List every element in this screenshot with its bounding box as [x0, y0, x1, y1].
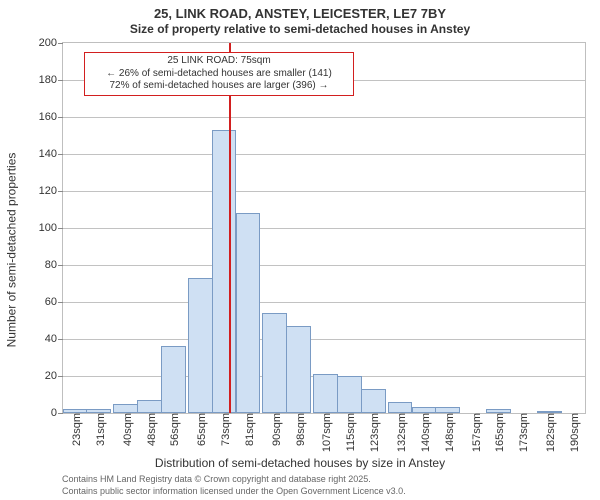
credits-block: Contains HM Land Registry data © Crown c… [62, 474, 406, 497]
ytick-label: 20 [45, 370, 63, 382]
y-axis-label: Number of semi-detached properties [5, 153, 19, 348]
xtick-label: 190sqm [569, 413, 581, 452]
histogram-bar [137, 400, 162, 413]
xtick-label: 182sqm [545, 413, 557, 452]
xtick-label: 56sqm [169, 413, 181, 446]
ytick-label: 160 [39, 111, 63, 123]
xtick-label: 65sqm [196, 413, 208, 446]
histogram-bar [188, 278, 213, 413]
gridline-h [63, 265, 585, 266]
xtick-label: 90sqm [271, 413, 283, 446]
gridline-h [63, 228, 585, 229]
chart-subtitle: Size of property relative to semi-detach… [0, 22, 600, 36]
callout-line: ← 26% of semi-detached houses are smalle… [89, 68, 349, 81]
gridline-h [63, 302, 585, 303]
ytick-label: 140 [39, 148, 63, 160]
credits-line-2: Contains public sector information licen… [62, 486, 406, 496]
histogram-bar [161, 346, 186, 413]
xtick-label: 173sqm [518, 413, 530, 452]
marker-line [229, 43, 231, 413]
xtick-label: 148sqm [444, 413, 456, 452]
histogram-bar [113, 404, 138, 413]
credits-line-1: Contains HM Land Registry data © Crown c… [62, 474, 371, 484]
x-axis-label: Distribution of semi-detached houses by … [0, 456, 600, 470]
xtick-label: 73sqm [220, 413, 232, 446]
xtick-label: 81sqm [244, 413, 256, 446]
chart-wrapper: 25, LINK ROAD, ANSTEY, LEICESTER, LE7 7B… [0, 0, 600, 500]
histogram-bar [262, 313, 287, 413]
callout-line: 25 LINK ROAD: 75sqm [89, 55, 349, 68]
chart-title: 25, LINK ROAD, ANSTEY, LEICESTER, LE7 7B… [0, 6, 600, 21]
histogram-bar [388, 402, 413, 413]
xtick-label: 115sqm [345, 413, 357, 451]
xtick-label: 123sqm [369, 413, 381, 452]
gridline-h [63, 154, 585, 155]
ytick-label: 200 [39, 37, 63, 49]
histogram-bar [286, 326, 311, 413]
xtick-label: 23sqm [71, 413, 83, 446]
ytick-label: 60 [45, 296, 63, 308]
ytick-label: 100 [39, 222, 63, 234]
histogram-bar [337, 376, 362, 413]
ytick-label: 80 [45, 259, 63, 271]
plot-area: 02040608010012014016018020023sqm31sqm40s… [62, 42, 586, 414]
histogram-bar [313, 374, 338, 413]
ytick-label: 0 [51, 407, 63, 419]
callout-line: 72% of semi-detached houses are larger (… [89, 80, 349, 93]
gridline-h [63, 117, 585, 118]
xtick-label: 48sqm [146, 413, 158, 446]
xtick-label: 31sqm [95, 413, 107, 446]
xtick-label: 107sqm [321, 413, 333, 452]
histogram-bar [212, 130, 237, 413]
gridline-h [63, 191, 585, 192]
xtick-label: 157sqm [471, 413, 483, 452]
histogram-bar [236, 213, 261, 413]
ytick-label: 120 [39, 185, 63, 197]
marker-callout: 25 LINK ROAD: 75sqm← 26% of semi-detache… [84, 52, 354, 96]
xtick-label: 40sqm [122, 413, 134, 446]
ytick-label: 180 [39, 74, 63, 86]
xtick-label: 132sqm [396, 413, 408, 452]
xtick-label: 140sqm [420, 413, 432, 452]
gridline-h [63, 339, 585, 340]
xtick-label: 98sqm [295, 413, 307, 446]
ytick-label: 40 [45, 333, 63, 345]
xtick-label: 165sqm [494, 413, 506, 452]
histogram-bar [361, 389, 386, 413]
